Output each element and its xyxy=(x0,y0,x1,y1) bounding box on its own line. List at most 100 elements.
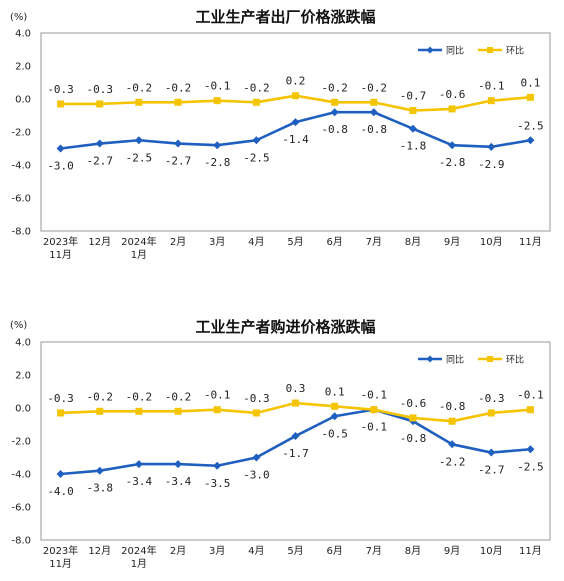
y-tick-label: 2.0 xyxy=(15,62,31,73)
data-point xyxy=(448,141,457,150)
data-label: -2.5 xyxy=(517,460,544,473)
data-label: -0.1 xyxy=(204,389,231,402)
y-tick-label: -8.0 xyxy=(11,536,31,547)
y-tick-label: -4.0 xyxy=(11,161,31,172)
data-point xyxy=(370,406,378,414)
data-label: -0.8 xyxy=(361,123,388,136)
data-point xyxy=(213,141,222,150)
data-point xyxy=(252,409,260,417)
x-tick-label: 2月 xyxy=(170,236,186,248)
x-tick-label: 8月 xyxy=(405,545,421,557)
x-tick-label: 1月 xyxy=(131,249,147,261)
data-label: -2.8 xyxy=(204,156,231,169)
data-label: -0.2 xyxy=(165,390,192,403)
x-tick-label: 2024年 xyxy=(121,544,156,557)
chart-ppi-output: 工业生产者出厂价格涨跌幅 (%) 4.0 2.0 0.0 -2.0 -4.0 -6.0 -8.0… xyxy=(0,0,564,290)
x-tick-label: 2024年 xyxy=(121,235,156,248)
data-point xyxy=(409,414,417,422)
data-label: 0.3 xyxy=(286,382,306,395)
data-point xyxy=(252,453,261,462)
x-tick-label: 2月 xyxy=(170,545,186,557)
legend-label: 环比 xyxy=(506,45,524,57)
data-label: -2.5 xyxy=(517,119,544,132)
data-label: -2.8 xyxy=(439,156,466,169)
data-point xyxy=(57,409,65,417)
data-point xyxy=(134,460,143,469)
data-point xyxy=(487,97,495,105)
chart-ppi-output-svg: 工业生产者出厂价格涨跌幅 (%) 4.0 2.0 0.0 -2.0 -4.0 -6.0 -8.0… xyxy=(10,8,551,261)
data-point xyxy=(448,105,456,113)
data-label: 0.1 xyxy=(520,76,540,89)
y-tick-label: 4.0 xyxy=(15,29,31,40)
data-label: -0.3 xyxy=(47,83,74,96)
data-label: -0.6 xyxy=(439,88,466,101)
x-tick-label: 2023年 xyxy=(43,235,78,248)
y-tick-label: -2.0 xyxy=(11,437,31,448)
data-point xyxy=(213,461,222,470)
legend-marker xyxy=(487,356,493,362)
data-label: -0.5 xyxy=(321,427,348,440)
data-point xyxy=(526,136,535,145)
data-point xyxy=(95,139,104,148)
data-point xyxy=(213,97,221,105)
x-tick-label: 11月 xyxy=(519,236,542,248)
data-label: -0.3 xyxy=(478,392,505,405)
data-label: -0.6 xyxy=(400,397,427,410)
legend-marker xyxy=(487,47,493,53)
data-point xyxy=(96,100,104,108)
data-label: -2.7 xyxy=(86,155,113,168)
data-label: -3.4 xyxy=(126,475,153,488)
data-label: -0.1 xyxy=(361,389,388,402)
x-tick-label: 5月 xyxy=(287,545,303,557)
data-point xyxy=(370,98,378,106)
y-tick-label: -6.0 xyxy=(11,194,31,205)
data-label: -2.2 xyxy=(439,455,466,468)
data-point xyxy=(330,412,339,421)
data-point xyxy=(174,460,183,469)
x-tick-label: 3月 xyxy=(209,545,225,557)
data-point xyxy=(96,407,104,415)
x-tick-label: 3月 xyxy=(209,236,225,248)
data-label: -3.5 xyxy=(204,477,231,490)
data-label: -0.2 xyxy=(165,81,192,94)
x-tick-label: 10月 xyxy=(480,545,503,557)
x-tick-label: 7月 xyxy=(366,236,382,248)
x-tick-label: 9月 xyxy=(444,545,460,557)
x-tick-label: 11月 xyxy=(49,249,72,261)
data-label: -3.4 xyxy=(165,475,192,488)
y-tick-label: -2.0 xyxy=(11,128,31,139)
data-label: -0.3 xyxy=(86,83,113,96)
data-label: -0.1 xyxy=(478,80,505,93)
data-point xyxy=(291,118,300,127)
data-point xyxy=(408,124,417,133)
data-point xyxy=(526,406,534,414)
data-point xyxy=(526,445,535,454)
unit-label: (%) xyxy=(10,12,27,23)
x-tick-label: 9月 xyxy=(444,236,460,248)
data-point xyxy=(409,107,417,115)
data-label: -3.0 xyxy=(243,469,270,482)
x-tick-label: 4月 xyxy=(248,236,264,248)
plot-area xyxy=(40,341,551,541)
x-tick-label: 5月 xyxy=(287,236,303,248)
data-label: -1.4 xyxy=(282,133,309,146)
data-point xyxy=(135,407,143,415)
data-point xyxy=(448,440,457,449)
y-tick-label: -6.0 xyxy=(11,503,31,514)
data-point xyxy=(213,406,221,414)
data-label: 0.1 xyxy=(325,385,345,398)
data-label: -0.1 xyxy=(517,389,544,402)
chart-title: 工业生产者出厂价格涨跌幅 xyxy=(195,8,375,26)
data-label: -2.7 xyxy=(165,155,192,168)
data-label: -0.1 xyxy=(204,80,231,93)
legend-label: 同比 xyxy=(446,45,464,57)
y-tick-label: -4.0 xyxy=(11,470,31,481)
data-point xyxy=(252,136,261,145)
data-label: -0.2 xyxy=(321,81,348,94)
data-point xyxy=(369,108,378,117)
data-label: -2.5 xyxy=(243,151,270,164)
data-point xyxy=(448,417,456,425)
y-tick-label: -8.0 xyxy=(11,227,31,238)
data-label: -3.0 xyxy=(47,160,74,173)
data-point xyxy=(487,448,496,457)
